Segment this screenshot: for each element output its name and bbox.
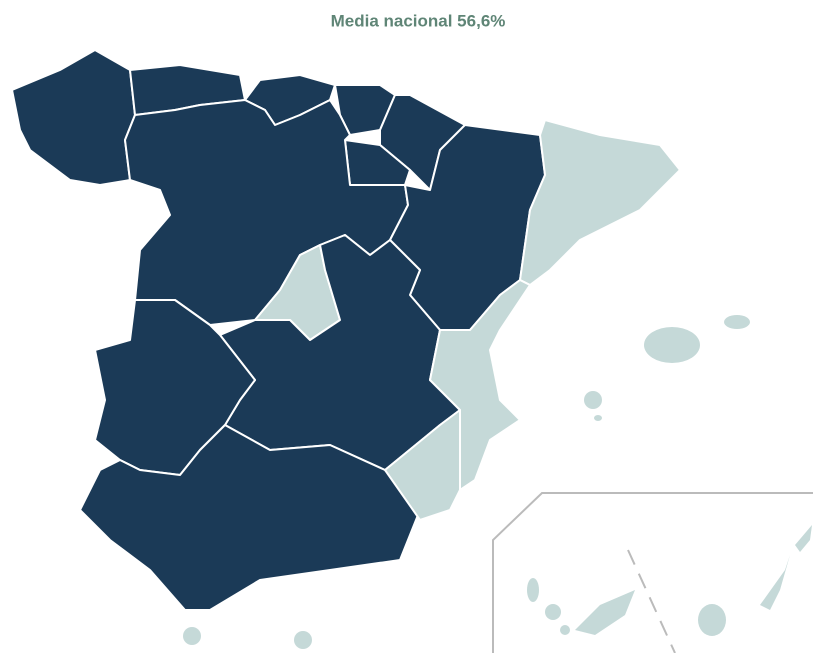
murcia — [384, 409, 461, 521]
valencia — [429, 279, 531, 491]
melilla — [294, 631, 312, 649]
galicia — [11, 49, 136, 186]
regions — [11, 49, 750, 649]
canary-inset — [492, 492, 813, 653]
andalusia — [79, 424, 421, 611]
balearic-islands — [584, 315, 750, 421]
ceuta — [183, 627, 201, 645]
catalonia — [519, 119, 681, 286]
map-title: Media nacional 56,6% — [331, 11, 506, 30]
